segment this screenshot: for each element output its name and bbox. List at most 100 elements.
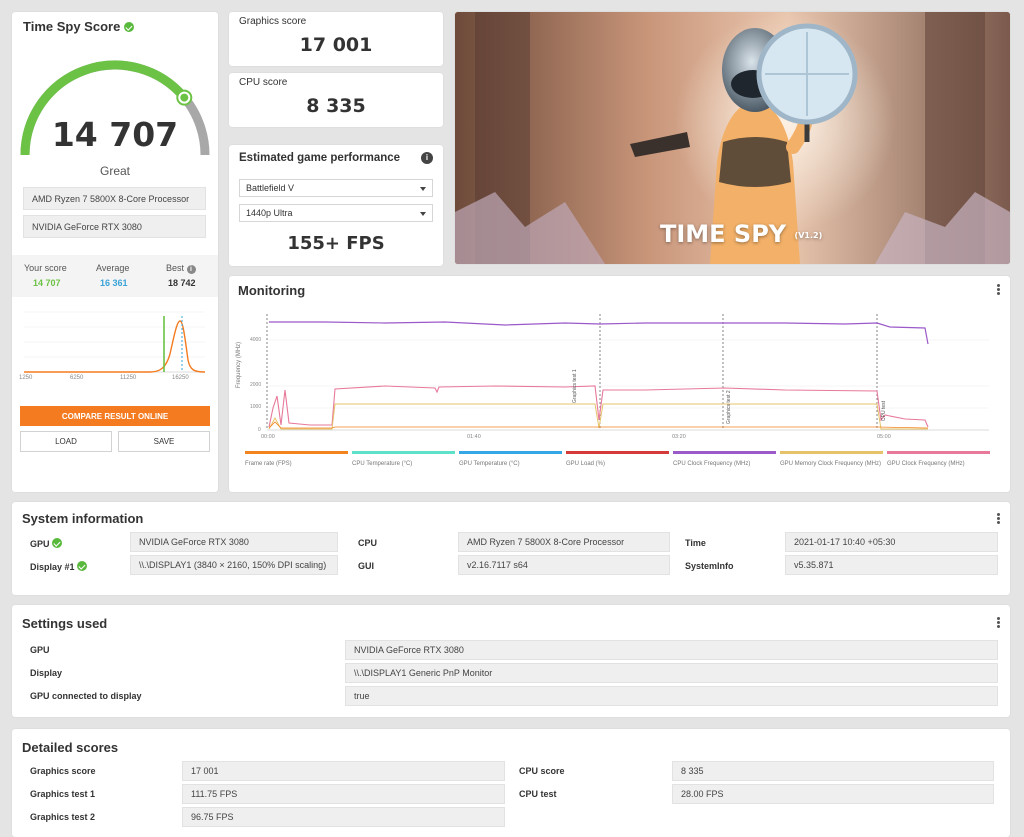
sys-display-label: Display #1	[30, 562, 75, 572]
chevron-down-icon	[420, 212, 426, 216]
setting-value: NVIDIA GeForce RTX 3080	[345, 640, 998, 660]
best-value: 18 742	[168, 278, 196, 288]
monitoring-legend: Frame rate (FPS) CPU Temperature (°C) GPU …	[245, 451, 995, 487]
setting-label: GPU	[30, 645, 50, 655]
load-button[interactable]: LOAD	[20, 431, 112, 452]
gauge-fill	[20, 60, 188, 156]
more-options-icon[interactable]	[997, 513, 1000, 525]
score-rating: Great	[99, 164, 130, 178]
y-axis-label: Frequency (MHz)	[236, 341, 243, 389]
game-select-value: Battlefield V	[246, 183, 295, 193]
detail-value: 28.00 FPS	[672, 784, 994, 804]
hero-title-text: TIME SPY	[660, 220, 787, 248]
sys-gpu-label: GPU	[30, 539, 50, 549]
settings-title: Settings used	[22, 616, 108, 631]
x-tick-2: 03:20	[672, 434, 686, 440]
detail-value: 17 001	[182, 761, 505, 781]
sys-gui-label: GUI	[358, 561, 375, 571]
hero-title: TIME SPY (V1.2)	[660, 220, 822, 248]
setting-value: true	[345, 686, 998, 706]
sys-systeminfo-value: v5.35.871	[785, 555, 998, 575]
x-tick-3: 05:00	[877, 434, 891, 440]
setting-value: \\.\DISPLAY1 Generic PnP Monitor	[345, 663, 998, 683]
info-icon[interactable]: i	[186, 265, 196, 274]
sys-systeminfo-label: SystemInfo	[685, 561, 734, 571]
monitoring-chart	[266, 314, 989, 431]
info-circle-icon[interactable]: i	[421, 152, 433, 164]
legend-label: CPU Clock Frequency (MHz)	[673, 461, 751, 467]
y-tick-0: 0	[258, 427, 261, 433]
legend-label: CPU Temperature (°C)	[352, 461, 413, 467]
frame-rate-line	[268, 421, 929, 429]
hist-tick-2: 6250	[70, 375, 84, 381]
x-tick-0: 00:00	[261, 434, 275, 440]
preset-select[interactable]: 1440p Ultra	[239, 204, 433, 222]
setting-label: Display	[30, 668, 63, 678]
x-tick-1: 01:40	[467, 434, 481, 440]
system-information-card: System information GPU NVIDIA GeForce RT…	[12, 502, 1010, 595]
cpu-name-field: AMD Ryzen 7 5800X 8-Core Processor	[23, 187, 206, 210]
hist-tick-1: 1250	[19, 375, 33, 381]
average-value: 16 361	[100, 278, 128, 288]
legend-swatch	[887, 451, 990, 454]
sys-gpu-label-row: GPU	[30, 538, 63, 549]
legend-item[interactable]: CPU Temperature (°C)	[352, 451, 455, 470]
score-card: Time Spy Score 14 707 Great AMD Ryzen 7 …	[12, 12, 218, 492]
detail-label: Graphics test 2	[30, 812, 96, 822]
graphics-score-label: Graphics score	[239, 16, 307, 27]
save-button[interactable]: SAVE	[118, 431, 210, 452]
best-label-row: Best i	[166, 263, 196, 274]
legend-item[interactable]: Frame rate (FPS)	[245, 451, 348, 470]
compare-result-online-button[interactable]: COMPARE RESULT ONLINE	[20, 406, 210, 426]
legend-label: GPU Load (%)	[566, 461, 606, 467]
legend-swatch	[780, 451, 883, 454]
legend-item[interactable]: GPU Clock Frequency (MHz)	[887, 451, 990, 470]
legend-item[interactable]: CPU Clock Frequency (MHz)	[673, 451, 776, 470]
gpu-name-field: NVIDIA GeForce RTX 3080	[23, 215, 206, 238]
score-value: 14 707	[51, 115, 179, 154]
legend-label: GPU Temperature (°C)	[459, 461, 520, 467]
gauge-knob-dot	[180, 93, 189, 102]
legend-swatch	[566, 451, 669, 454]
more-options-icon[interactable]	[997, 284, 1000, 296]
hist-tick-4: 16250	[172, 375, 189, 381]
more-options-icon[interactable]	[997, 617, 1000, 629]
y-tick-4000: 4000	[250, 337, 262, 343]
legend-item[interactable]: GPU Load (%)	[566, 451, 669, 470]
y-tick-2000: 2000	[250, 382, 262, 388]
legend-item[interactable]: GPU Memory Clock Frequency (MHz)	[780, 451, 883, 470]
legend-label: Frame rate (FPS)	[245, 461, 292, 467]
hero-illustration	[455, 12, 1010, 264]
game-performance-title: Estimated game performance	[239, 152, 401, 164]
detail-label: Graphics score	[30, 766, 96, 776]
hist-tick-3: 11250	[120, 375, 137, 381]
detail-value: 8 335	[672, 761, 994, 781]
marker-label-gt2: Graphics test 2	[726, 390, 732, 424]
gpu-clock-line	[268, 385, 929, 428]
your-score-label: Your score	[24, 263, 67, 273]
average-label: Average	[96, 263, 130, 273]
detail-label: CPU test	[519, 789, 557, 799]
histogram-curve	[24, 320, 206, 373]
legend-swatch	[673, 451, 776, 454]
legend-swatch	[459, 451, 562, 454]
settings-used-card: Settings used GPU NVIDIA GeForce RTX 308…	[12, 605, 1010, 717]
hero-version: (V1.2)	[794, 231, 823, 240]
legend-item[interactable]: GPU Temperature (°C)	[459, 451, 562, 470]
hero-banner: TIME SPY (V1.2)	[455, 12, 1010, 264]
fps-value: 155+ FPS	[287, 233, 385, 254]
cpu-clock-line	[269, 321, 929, 345]
cpu-score-value: 8 335	[306, 95, 366, 117]
best-label: Best	[166, 263, 185, 273]
sys-display-label-row: Display #1	[30, 561, 88, 572]
sys-cpu-value: AMD Ryzen 7 5800X 8-Core Processor	[458, 532, 670, 552]
detail-label: CPU score	[519, 766, 565, 776]
game-select[interactable]: Battlefield V	[239, 179, 433, 197]
graphics-score-card: Graphics score 17 001	[229, 12, 443, 66]
score-compare-strip	[12, 255, 218, 297]
score-card-title: Time Spy Score	[23, 19, 134, 34]
game-performance-card: Estimated game performance i Battlefield…	[229, 145, 443, 266]
setting-label: GPU connected to display	[30, 691, 142, 701]
marker-label-gt1: Graphics test 1	[572, 369, 578, 403]
cpu-score-label: CPU score	[239, 77, 288, 88]
